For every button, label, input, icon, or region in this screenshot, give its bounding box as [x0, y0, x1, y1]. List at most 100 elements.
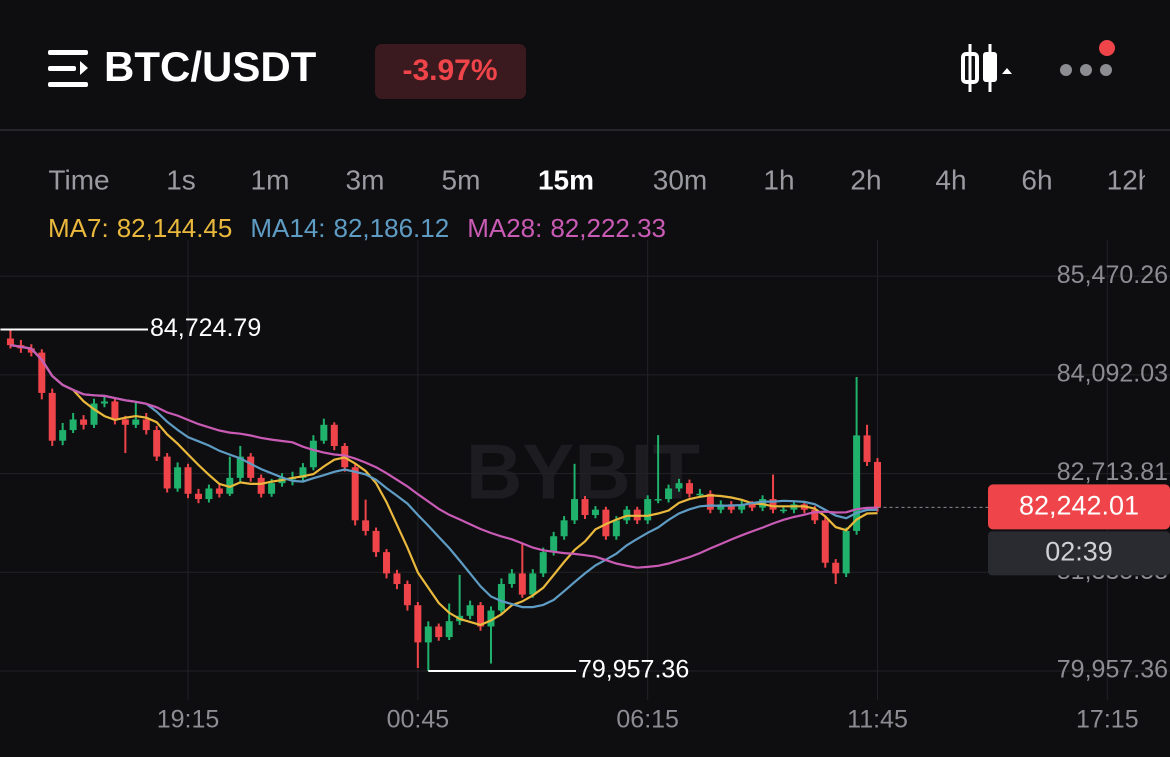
candle-body [874, 461, 881, 508]
menu-bar [48, 50, 88, 55]
interval-tab[interactable]: 15m [538, 164, 594, 195]
ma-label: MA28: [467, 213, 542, 243]
menu-bar [48, 66, 76, 71]
candle-body [696, 493, 704, 496]
candle-body [811, 509, 819, 521]
candle-body [477, 605, 485, 627]
ma-value: 82,186.12 [334, 213, 450, 243]
ma-line [10, 344, 878, 569]
candle-body [330, 424, 338, 446]
menu-arrow [80, 61, 88, 75]
candle-body [174, 467, 182, 489]
candle-body [424, 626, 432, 643]
icon-body [961, 52, 979, 84]
ma-line [10, 344, 878, 609]
candle-body [832, 562, 840, 574]
candle-body [132, 419, 140, 425]
candle-body [591, 509, 599, 516]
symbol[interactable]: BTC/USDT [104, 43, 317, 90]
candle-body [6, 338, 14, 346]
notification-dot [1099, 40, 1115, 56]
interval-tab[interactable]: 1m [251, 164, 290, 195]
candle-body [320, 424, 328, 441]
interval-tabs: Time 1s 1m 3m 5m 15m 30m 1h 2h 4h 6h 12h [48, 160, 1170, 205]
interval-tab[interactable]: 6h [1021, 164, 1052, 195]
interval-tab[interactable]: 2h [850, 164, 881, 195]
candle-body [257, 477, 265, 494]
candle-body [215, 488, 223, 494]
interval-tab[interactable]: 1h [763, 164, 794, 195]
candle-body [445, 621, 453, 638]
candle-body [435, 626, 443, 638]
candle-body [863, 435, 871, 462]
candle-body [529, 573, 537, 595]
candle-body [821, 520, 829, 563]
dot [1060, 64, 1072, 76]
y-tick-label: 85,470.26 [1057, 261, 1168, 289]
candle-body [853, 435, 861, 531]
interval-tab[interactable]: 5m [442, 164, 481, 195]
candle-body [675, 483, 683, 489]
candle-body [121, 419, 129, 425]
candle-body [268, 483, 276, 494]
candle-body [706, 493, 714, 510]
x-tick-label: 17:15 [1076, 706, 1139, 734]
candle-body [194, 493, 202, 500]
candle-body [466, 605, 474, 616]
candle-body [236, 456, 244, 478]
y-tick-label: 79,957.36 [1057, 656, 1168, 684]
candle-body [247, 456, 255, 478]
interval-tab[interactable]: Time [48, 164, 109, 195]
ma-value: 82,144.45 [117, 213, 233, 243]
candle-body [163, 456, 171, 489]
chart-type-button[interactable] [961, 44, 1012, 92]
candle-body [100, 401, 108, 404]
candle-body [90, 403, 98, 425]
interval-tab[interactable]: 3m [346, 164, 385, 195]
x-tick-label: 11:45 [847, 706, 908, 734]
menu-button[interactable] [48, 50, 88, 87]
candle-body [414, 605, 422, 643]
candle-body [69, 419, 77, 431]
candle-body [727, 504, 735, 510]
candle-body [518, 573, 526, 595]
candle-body [142, 419, 150, 431]
candle-body [59, 430, 67, 441]
candle-body [612, 520, 620, 537]
ma-line [10, 344, 878, 627]
candle-body [769, 499, 777, 510]
y-tick-label: 82,713.81 [1057, 458, 1168, 486]
candle-body [184, 467, 192, 494]
icon-body [983, 52, 997, 82]
candle-body [80, 419, 88, 425]
candle-body [581, 499, 589, 516]
candle-body [393, 573, 401, 585]
last-price-label: 82,242.01 [1019, 490, 1139, 520]
x-tick-label: 00:45 [387, 706, 450, 734]
interval-tab[interactable]: 4h [935, 164, 966, 195]
candle-body [738, 504, 746, 510]
candle-body [685, 483, 693, 494]
ma-label: MA7: [48, 213, 109, 243]
candle-body [508, 573, 516, 585]
candle-body [571, 499, 579, 521]
candle-body [48, 392, 56, 441]
candle-body [309, 440, 317, 468]
candle-body [644, 499, 652, 521]
candle-body [351, 467, 359, 521]
interval-tab[interactable]: 1s [166, 164, 196, 195]
candle-body [27, 348, 35, 353]
candle-body [842, 530, 850, 574]
more-button[interactable] [1060, 40, 1115, 76]
candle-body [779, 509, 787, 512]
x-tick-label: 06:15 [616, 706, 679, 734]
candle-body [748, 504, 756, 508]
candle-body [497, 584, 505, 611]
low-marker-label: 79,957.36 [578, 656, 689, 684]
interval-tab[interactable]: 30m [653, 164, 707, 195]
candle-body [654, 499, 662, 501]
candle-body [153, 430, 161, 457]
